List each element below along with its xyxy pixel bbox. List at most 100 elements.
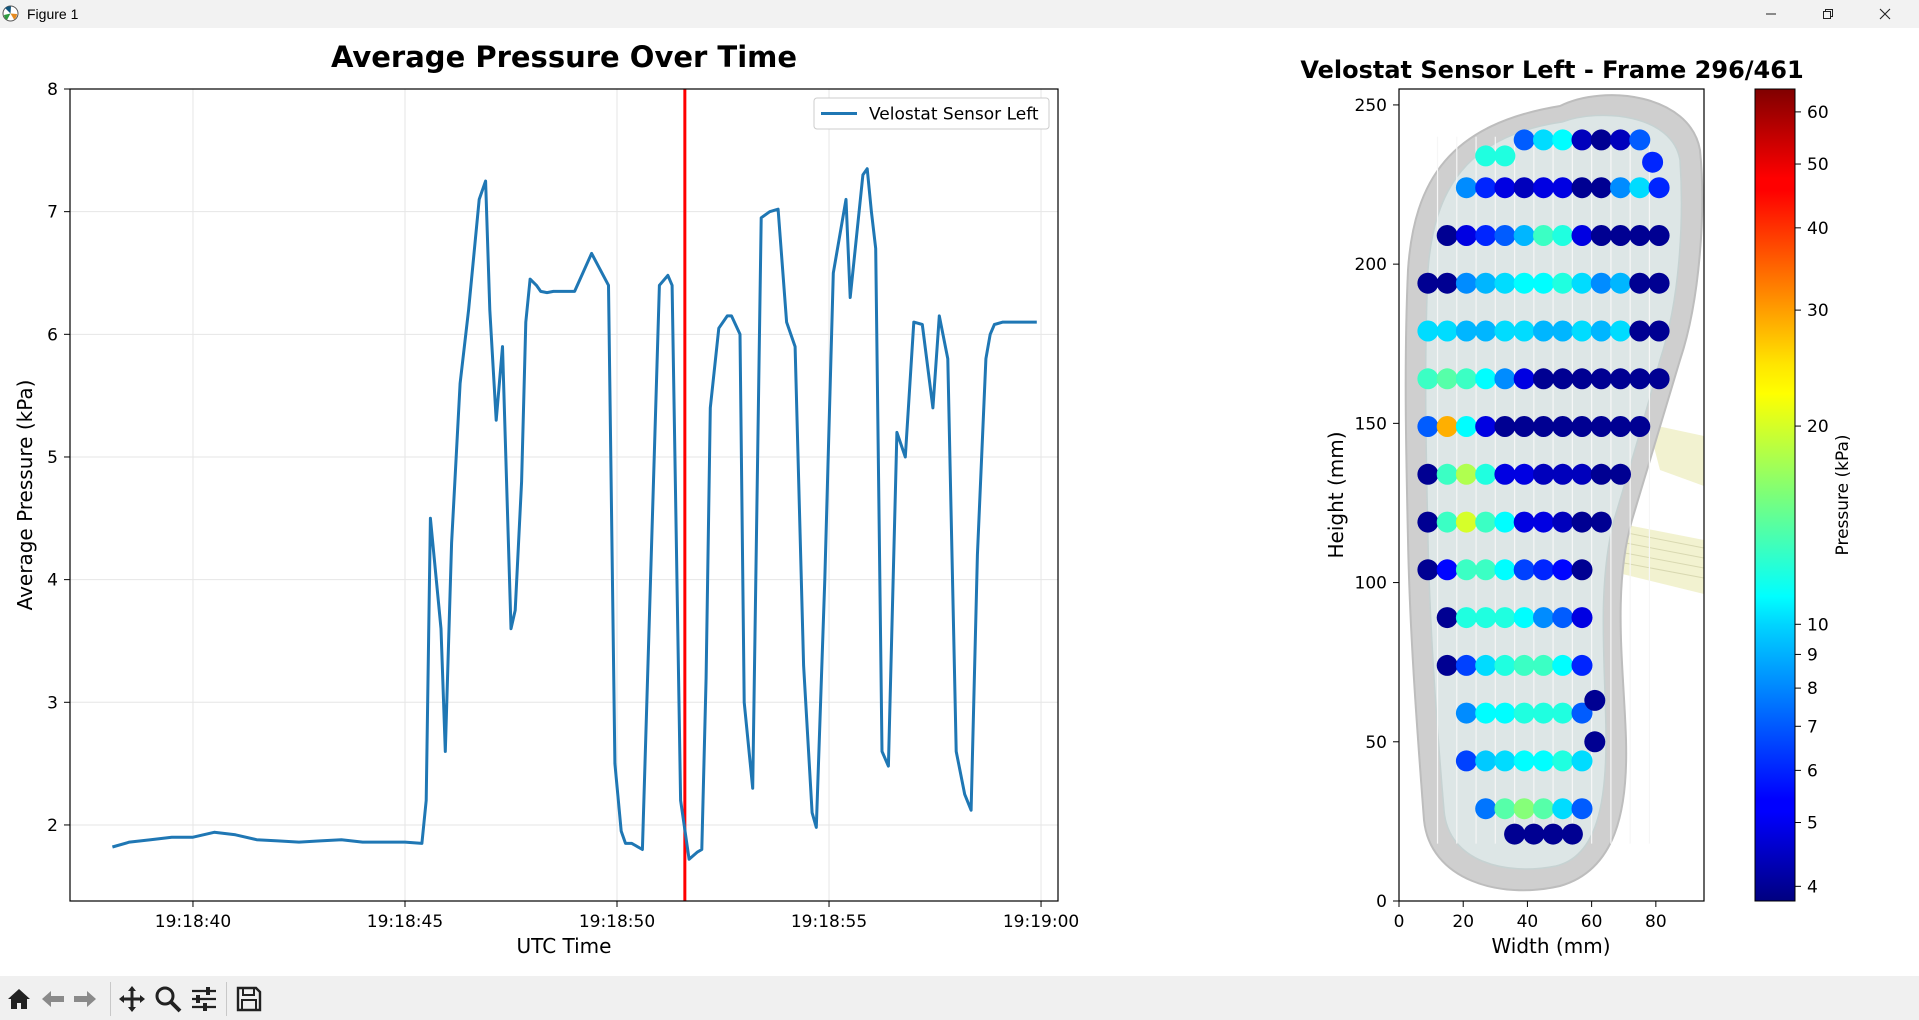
pressure-point: [1629, 368, 1651, 390]
pressure-point: [1513, 320, 1535, 342]
insole-background: [1404, 94, 1704, 892]
back-icon: [42, 991, 64, 1007]
pressure-point: [1629, 225, 1651, 246]
pressure-point: [1552, 320, 1574, 342]
pressure-point: [1590, 320, 1612, 342]
pressure-point: [1590, 463, 1612, 485]
map-x-tick-label: 20: [1452, 912, 1474, 932]
pressure-point: [1552, 129, 1574, 151]
navigation-toolbar: [0, 976, 1919, 1020]
legend: Velostat Sensor Left: [813, 97, 1050, 130]
pressure-point: [1436, 272, 1458, 294]
pressure-point: [1475, 368, 1497, 390]
pressure-point: [1610, 177, 1631, 199]
home-button[interactable]: [4, 984, 34, 1014]
pressure-point: [1571, 511, 1593, 533]
pressure-point: [1533, 320, 1554, 342]
pressure-point: [1584, 731, 1606, 753]
back-button[interactable]: [38, 984, 68, 1014]
pressure-point: [1533, 654, 1554, 676]
pressure-point: [1629, 272, 1651, 294]
colorbar-tick-label: 6: [1807, 761, 1818, 781]
pressure-point: [1513, 177, 1535, 199]
foot-pressure-map: Velostat Sensor Left - Frame 296/461 0 20…: [1300, 56, 1803, 958]
pressure-point: [1610, 416, 1631, 437]
map-y-tick-label: 150: [1355, 414, 1387, 434]
figure-canvas[interactable]: Average Pressure Over Time 19:18:40 19:18…: [0, 28, 1919, 976]
pressure-point: [1533, 559, 1554, 581]
toolbar-separator: [226, 982, 227, 1016]
pressure-point: [1494, 320, 1516, 342]
restore-button[interactable]: [1805, 0, 1851, 28]
pressure-point: [1513, 129, 1535, 151]
close-icon: [1879, 8, 1891, 20]
pressure-point: [1629, 177, 1651, 199]
pressure-point: [1436, 559, 1458, 581]
pressure-point: [1552, 798, 1574, 820]
pressure-point: [1648, 320, 1670, 342]
colorbar-tick-label: 30: [1807, 301, 1829, 321]
minimize-button[interactable]: [1748, 0, 1794, 28]
pressure-point: [1571, 798, 1593, 820]
pressure-point: [1455, 607, 1477, 629]
pressure-point: [1584, 689, 1606, 711]
home-icon: [8, 989, 30, 1009]
pressure-point: [1417, 272, 1439, 294]
y-tick-label: 2: [47, 816, 58, 836]
forward-icon: [74, 991, 96, 1007]
pressure-point: [1417, 559, 1439, 581]
pressure-point: [1533, 272, 1554, 294]
colorbar-tick-label: 50: [1807, 155, 1829, 175]
save-button[interactable]: [234, 984, 264, 1014]
pan-icon: [119, 986, 145, 1012]
close-button[interactable]: [1862, 0, 1908, 28]
pressure-point: [1475, 272, 1497, 294]
map-x-tick-label: 0: [1394, 912, 1405, 932]
colorbar-tick-label: 8: [1807, 679, 1818, 699]
map-y-tick-label: 250: [1355, 96, 1387, 116]
pressure-point: [1610, 320, 1631, 342]
pressure-point: [1455, 272, 1477, 294]
pressure-point: [1455, 750, 1477, 772]
configure-subplots-button[interactable]: [189, 984, 219, 1014]
pressure-point: [1475, 320, 1497, 342]
map-x-axis-label: Width (mm): [1491, 934, 1610, 958]
pressure-point: [1552, 559, 1574, 581]
pressure-point: [1494, 177, 1516, 199]
map-x-axis-ticks: 0 20 40 60 80: [1394, 901, 1667, 932]
zoom-button[interactable]: [153, 984, 183, 1014]
pressure-point: [1590, 129, 1612, 151]
pressure-point: [1533, 463, 1554, 485]
pressure-point: [1455, 225, 1477, 246]
pressure-point: [1571, 320, 1593, 342]
y-tick-label: 5: [47, 448, 58, 468]
pressure-points: [1417, 129, 1670, 845]
x-axis-label: UTC Time: [517, 934, 612, 958]
plot-frame: [69, 88, 1059, 902]
pressure-point: [1436, 463, 1458, 485]
pressure-point: [1533, 798, 1554, 820]
ribbon-cable-upper: [1648, 424, 1704, 486]
pressure-point: [1533, 416, 1554, 437]
colorbar-tick-label: 4: [1807, 877, 1818, 897]
pressure-point: [1552, 272, 1574, 294]
configure-subplots-icon: [192, 987, 216, 1011]
colorbar: 4 5 6 7 8 9 10 20 30 40 50 60 Pressure (kPa): [1754, 88, 1853, 902]
x-tick-label: 19:18:40: [155, 912, 231, 932]
x-tick-label: 19:18:55: [791, 912, 867, 932]
pressure-point: [1475, 145, 1497, 167]
colorbar-tick-label: 5: [1807, 814, 1818, 834]
pressure-point: [1494, 416, 1516, 437]
pan-button[interactable]: [117, 984, 147, 1014]
map-y-tick-label: 100: [1355, 574, 1387, 594]
pressure-point: [1590, 225, 1612, 246]
forward-button[interactable]: [70, 984, 100, 1014]
map-title: Velostat Sensor Left - Frame 296/461: [1300, 56, 1803, 84]
pressure-point: [1475, 559, 1497, 581]
pressure-point: [1610, 225, 1631, 246]
pressure-point: [1494, 702, 1516, 724]
pressure-point: [1590, 511, 1612, 533]
y-tick-label: 8: [47, 80, 58, 100]
pressure-point: [1436, 368, 1458, 390]
pressure-point: [1475, 511, 1497, 533]
